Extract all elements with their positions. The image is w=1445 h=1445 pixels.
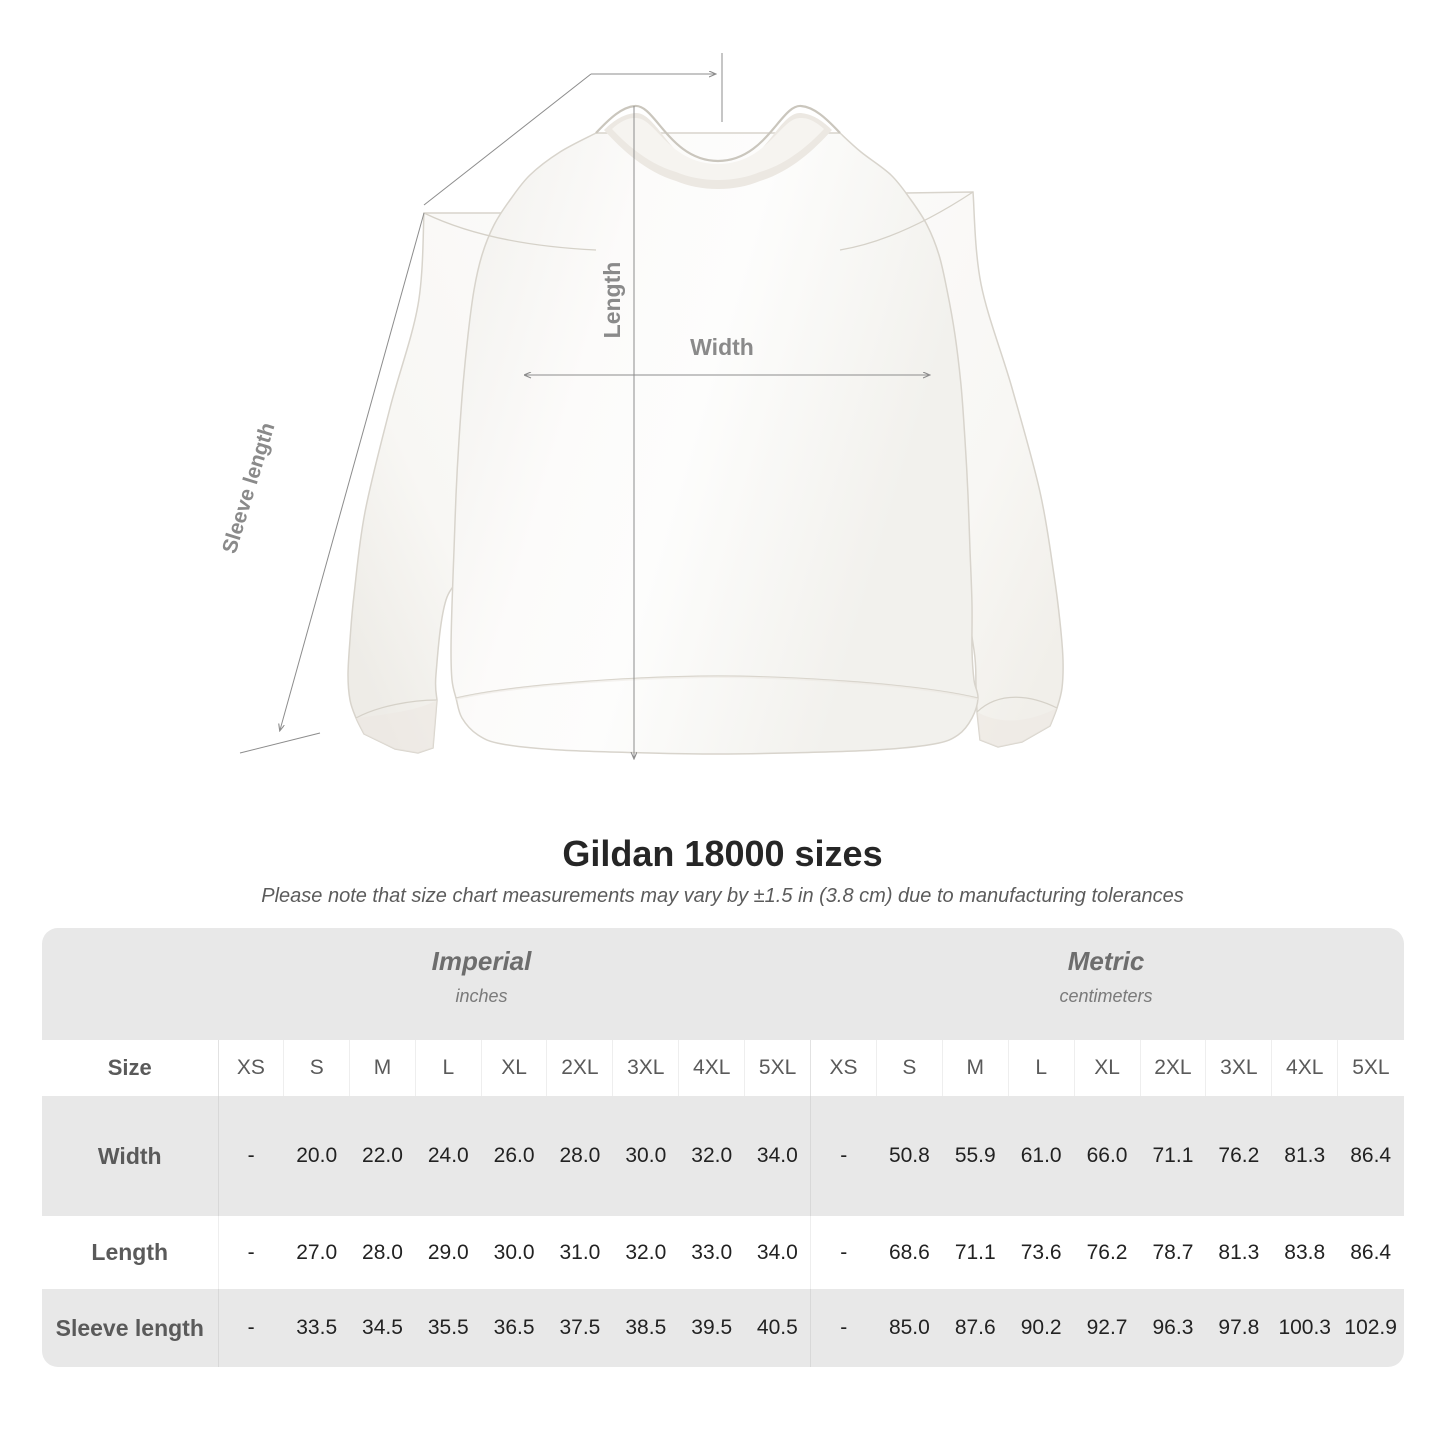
svg-text:Width: Width <box>690 334 754 360</box>
svg-text:Sleeve length: Sleeve length <box>218 420 280 556</box>
svg-text:Length: Length <box>599 262 625 339</box>
